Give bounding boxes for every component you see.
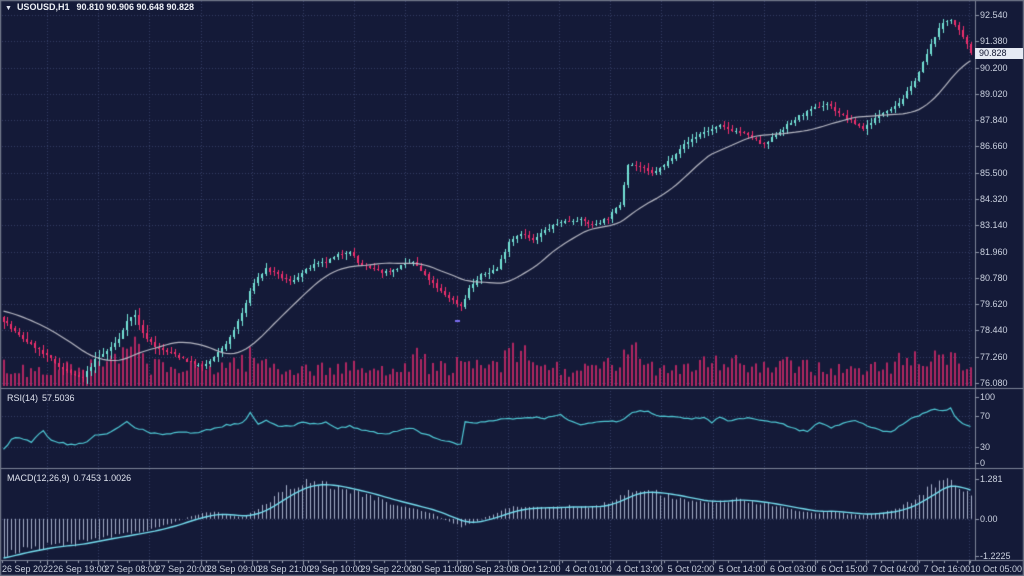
rsi-value: 57.5036 <box>42 393 75 403</box>
time-tick-label: 5 Oct 14:00 <box>718 564 766 574</box>
macd-tick-label: 1.281 <box>980 474 1003 484</box>
current-price-tag: 90.828 <box>975 47 1023 59</box>
time-tick-label: 27 Sep 20:00 <box>155 564 210 574</box>
price-tick-label: 76.080 <box>980 377 1008 388</box>
price-tick-label: 92.540 <box>980 10 1008 20</box>
macd-tick-label: -1.2225 <box>980 551 1011 561</box>
time-tick-label: 30 Sep 11:00 <box>411 564 465 574</box>
time-tick-label: 7 Oct 04:00 <box>872 564 919 574</box>
price-tick-label: 84.320 <box>980 193 1008 204</box>
macd-values: 0.7453 1.0026 <box>73 473 132 483</box>
price-tick-label: 80.780 <box>980 272 1008 283</box>
price-tick-label: 81.960 <box>980 246 1008 257</box>
time-tick-label: 4 Oct 13:00 <box>616 564 663 574</box>
chart-title: ▼ USOUSD,H1 90.810 90.906 90.648 90.828 <box>5 2 194 14</box>
price-tick-label: 78.440 <box>980 325 1008 336</box>
time-tick-label: 3 Oct 12:00 <box>514 564 561 574</box>
time-tick-label: 5 Oct 02:00 <box>667 564 715 574</box>
symbol-period-label: USOUSD,H1 <box>16 2 70 12</box>
price-tick-label: 77.260 <box>980 351 1008 362</box>
price-tick-label: 87.840 <box>980 115 1008 126</box>
time-tick-label: 30 Sep 23:00 <box>462 564 517 574</box>
price-tick-label: 86.660 <box>980 141 1008 152</box>
symbol-dropdown-icon[interactable]: ▼ <box>5 5 12 12</box>
price-tick-label: 85.500 <box>980 167 1008 178</box>
time-tick-label: 28 Sep 21:00 <box>258 564 312 574</box>
time-tick-label: 10 Oct 05:00 <box>970 564 1022 574</box>
price-tick-label: 89.020 <box>980 88 1008 99</box>
macd-indicator-label: MACD(12,26,9) 0.7453 1.0026 <box>7 473 131 483</box>
time-tick-label: 6 Oct 03:00 <box>770 564 817 574</box>
rsi-tick-label: 30 <box>980 442 991 453</box>
time-tick-label: 27 Sep 08:00 <box>104 564 158 574</box>
time-tick-label: 26 Sep 2022 <box>2 564 54 574</box>
time-tick-label: 7 Oct 16:00 <box>923 564 971 574</box>
rsi-name: RSI(14) <box>7 393 39 403</box>
price-tick-label: 79.620 <box>980 299 1008 310</box>
rsi-tick-label: 100 <box>980 392 996 402</box>
price-tick-label: 83.140 <box>980 220 1008 231</box>
time-tick-label: 28 Sep 09:00 <box>206 564 261 574</box>
time-tick-label: 6 Oct 15:00 <box>821 564 868 574</box>
price-tick-label: 91.380 <box>980 36 1008 47</box>
rsi-tick-label: 0 <box>980 458 986 468</box>
time-tick-label: 26 Sep 19:00 <box>53 564 107 574</box>
rsi-indicator-label: RSI(14) 57.5036 <box>7 393 75 403</box>
price-tick-label: 90.200 <box>980 62 1008 73</box>
time-tick-label: 29 Sep 10:00 <box>309 564 363 574</box>
macd-tick-label: 0.00 <box>980 513 998 524</box>
ohlc-values: 90.810 90.906 90.648 90.828 <box>76 2 195 12</box>
time-tick-label: 29 Sep 22:00 <box>360 564 414 574</box>
macd-name: MACD(12,26,9) <box>7 473 70 483</box>
rsi-tick-label: 70 <box>980 410 991 421</box>
time-tick-label: 4 Oct 01:00 <box>565 564 612 574</box>
